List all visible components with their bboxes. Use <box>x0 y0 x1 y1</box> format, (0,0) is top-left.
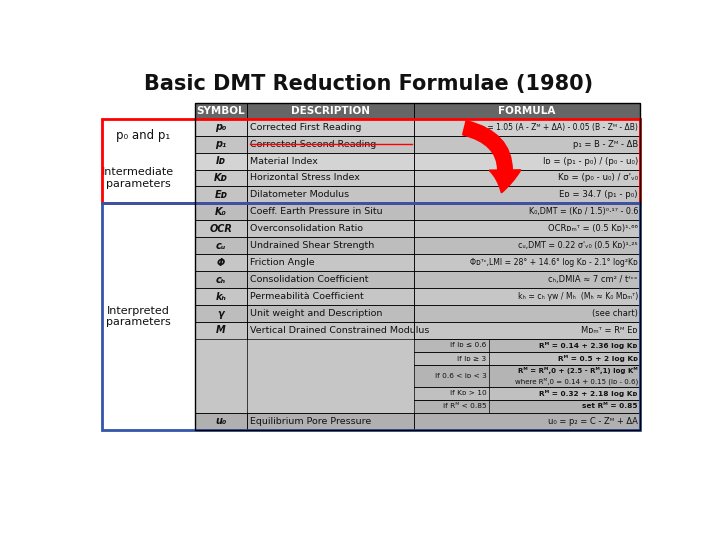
Bar <box>414 400 640 413</box>
Bar <box>194 322 640 339</box>
Text: cₕ: cₕ <box>216 275 226 285</box>
FancyArrowPatch shape <box>463 121 521 192</box>
Text: γ: γ <box>217 308 225 319</box>
Text: Rᴹ = 0.5 + 2 log Kᴅ: Rᴹ = 0.5 + 2 log Kᴅ <box>558 355 638 362</box>
Text: Corrected Second Reading: Corrected Second Reading <box>251 140 377 149</box>
Bar <box>194 220 640 237</box>
Text: If Kᴅ > 10: If Kᴅ > 10 <box>449 390 486 396</box>
Bar <box>102 204 640 430</box>
Text: SYMBOL: SYMBOL <box>197 106 246 116</box>
Text: u₀: u₀ <box>215 416 227 426</box>
Text: If Iᴅ ≤ 0.6: If Iᴅ ≤ 0.6 <box>450 342 486 348</box>
Text: cᵤ: cᵤ <box>216 241 226 251</box>
Text: Horizontal Stress Index: Horizontal Stress Index <box>251 173 360 183</box>
Text: Φᴅᵀᶜ,LMI = 28° + 14.6° log Kᴅ - 2.1° log²Kᴅ: Φᴅᵀᶜ,LMI = 28° + 14.6° log Kᴅ - 2.1° log… <box>470 258 638 267</box>
Text: Kᴅ: Kᴅ <box>214 173 228 183</box>
Text: p₀ = 1.05 (A - Zᴹ + ΔA) - 0.05 (B - Zᴹ - ΔB): p₀ = 1.05 (A - Zᴹ + ΔA) - 0.05 (B - Zᴹ -… <box>477 123 638 132</box>
Bar <box>194 103 640 430</box>
Text: Eᴅ = 34.7 (p₁ - p₀): Eᴅ = 34.7 (p₁ - p₀) <box>559 191 638 199</box>
Bar <box>194 413 640 430</box>
Bar <box>194 254 640 271</box>
Text: cᵤ,DMT = 0.22 σ'ᵥ₀ (0.5 Kᴅ)¹⋅²⁵: cᵤ,DMT = 0.22 σ'ᵥ₀ (0.5 Kᴅ)¹⋅²⁵ <box>518 241 638 250</box>
Text: Mᴅₘᵀ = Rᴹ Eᴅ: Mᴅₘᵀ = Rᴹ Eᴅ <box>582 326 638 335</box>
Text: Coeff. Earth Pressure in Situ: Coeff. Earth Pressure in Situ <box>251 207 383 217</box>
Text: Rᴹ = 0.14 + 2.36 log Kᴅ: Rᴹ = 0.14 + 2.36 log Kᴅ <box>539 342 638 349</box>
Bar <box>194 237 640 254</box>
Text: DESCRIPTION: DESCRIPTION <box>291 106 370 116</box>
Text: Friction Angle: Friction Angle <box>251 258 315 267</box>
Text: Iᴅ: Iᴅ <box>216 156 226 166</box>
Text: Basic DMT Reduction Formulae (1980): Basic DMT Reduction Formulae (1980) <box>145 74 593 94</box>
Bar <box>194 170 640 186</box>
Bar <box>194 136 640 153</box>
Text: OCRᴅₘᵀ = (0.5 Kᴅ)¹⋅⁶⁶: OCRᴅₘᵀ = (0.5 Kᴅ)¹⋅⁶⁶ <box>548 224 638 233</box>
Bar <box>194 119 640 136</box>
Text: set Rᴹ = 0.85: set Rᴹ = 0.85 <box>582 403 638 409</box>
Bar <box>414 387 640 400</box>
Text: Φ: Φ <box>217 258 225 268</box>
Bar <box>194 288 640 305</box>
Text: cₕ,DMIA ≈ 7 cm² / tᶠᶜˣ: cₕ,DMIA ≈ 7 cm² / tᶠᶜˣ <box>549 275 638 284</box>
Bar <box>194 204 640 220</box>
Text: Rᴹ = 0.32 + 2.18 log Kᴅ: Rᴹ = 0.32 + 2.18 log Kᴅ <box>539 390 638 397</box>
Text: Rᴹ = Rᴹ,0 + (2.5 - Rᴹ,1) log Kᴹ: Rᴹ = Rᴹ,0 + (2.5 - Rᴹ,1) log Kᴹ <box>518 367 638 374</box>
Text: Intermediate
parameters: Intermediate parameters <box>102 167 174 189</box>
Text: Consolidation Coefficient: Consolidation Coefficient <box>251 275 369 284</box>
Text: If 0.6 < Iᴅ < 3: If 0.6 < Iᴅ < 3 <box>435 373 486 379</box>
Text: u₀ = p₂ = C - Zᴹ + ΔA: u₀ = p₂ = C - Zᴹ + ΔA <box>548 417 638 426</box>
Bar <box>414 352 640 365</box>
Bar <box>194 305 640 322</box>
Text: Material Index: Material Index <box>251 157 318 166</box>
Text: kₕ = cₕ γw / Mₕ  (Mₕ ≈ K₀ Mᴅₘᵀ): kₕ = cₕ γw / Mₕ (Mₕ ≈ K₀ Mᴅₘᵀ) <box>518 292 638 301</box>
Bar <box>414 365 640 387</box>
Text: Undrained Shear Strength: Undrained Shear Strength <box>251 241 374 250</box>
Text: Corrected First Reading: Corrected First Reading <box>251 123 362 132</box>
Text: Equilibrium Pore Pressure: Equilibrium Pore Pressure <box>251 417 372 426</box>
Text: Kᴅ = (p₀ - u₀) / σ'ᵥ₀: Kᴅ = (p₀ - u₀) / σ'ᵥ₀ <box>558 173 638 183</box>
Bar <box>194 339 414 413</box>
Text: M: M <box>216 326 226 335</box>
Text: FORMULA: FORMULA <box>498 106 556 116</box>
Text: Iᴅ = (p₁ - p₀) / (p₀ - u₀): Iᴅ = (p₁ - p₀) / (p₀ - u₀) <box>543 157 638 166</box>
Text: Interpreted
parameters: Interpreted parameters <box>106 306 171 327</box>
Text: p₀: p₀ <box>215 122 227 132</box>
Text: (see chart): (see chart) <box>592 309 638 318</box>
Text: Permeabilità Coefficient: Permeabilità Coefficient <box>251 292 364 301</box>
Text: K₀: K₀ <box>215 207 227 217</box>
Text: kₕ: kₕ <box>215 292 227 301</box>
Bar <box>194 153 640 170</box>
Text: Dilatometer Modulus: Dilatometer Modulus <box>251 191 349 199</box>
Bar <box>194 103 640 119</box>
Text: p₁ = B - Zᴹ - ΔB: p₁ = B - Zᴹ - ΔB <box>572 140 638 149</box>
Bar <box>102 119 640 204</box>
Text: Unit weight and Description: Unit weight and Description <box>251 309 383 318</box>
Text: if Rᴹ < 0.85: if Rᴹ < 0.85 <box>443 403 486 409</box>
Text: Overconsolidation Ratio: Overconsolidation Ratio <box>251 224 364 233</box>
Text: OCR: OCR <box>210 224 233 234</box>
Bar <box>194 271 640 288</box>
Text: K₀,DMT = (Kᴅ / 1.5)⁰⋅¹⁷ - 0.6: K₀,DMT = (Kᴅ / 1.5)⁰⋅¹⁷ - 0.6 <box>528 207 638 217</box>
Text: where Rᴹ,0 = 0.14 + 0.15 (Iᴅ - 0.6): where Rᴹ,0 = 0.14 + 0.15 (Iᴅ - 0.6) <box>515 378 638 385</box>
Bar <box>414 339 640 352</box>
Text: p₀ and p₁: p₀ and p₁ <box>116 129 170 142</box>
Bar <box>194 186 640 204</box>
Text: Eᴅ: Eᴅ <box>215 190 228 200</box>
Text: If Iᴅ ≥ 3: If Iᴅ ≥ 3 <box>457 355 486 362</box>
Text: Vertical Drained Constrained Modulus: Vertical Drained Constrained Modulus <box>251 326 430 335</box>
Text: p₁: p₁ <box>215 139 227 149</box>
